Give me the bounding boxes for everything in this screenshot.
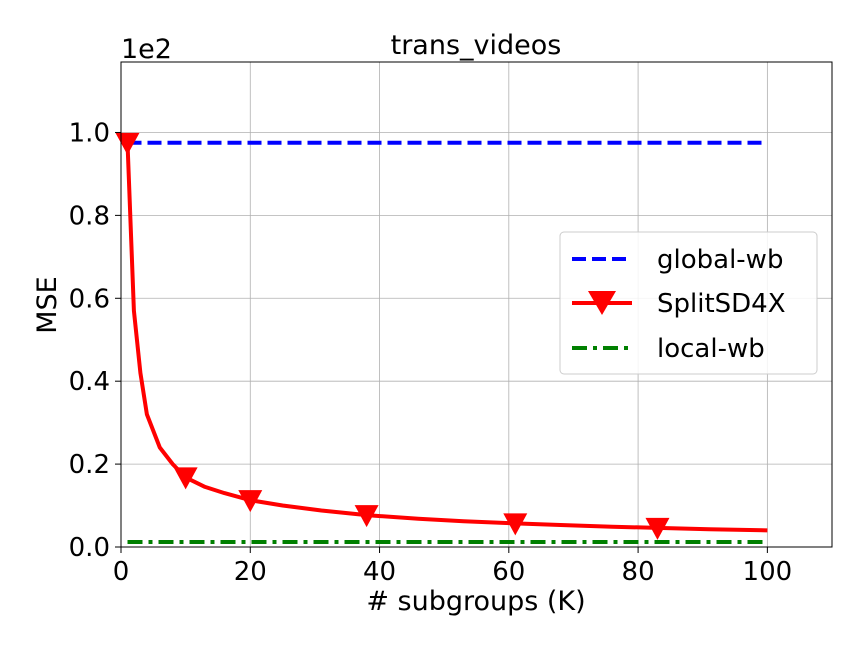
legend: global-wb SplitSD4X local-wb (559, 231, 818, 375)
y-tick-label: 0.2 (69, 450, 110, 480)
y-tick-label: 0.8 (69, 201, 110, 231)
x-tick-label: 40 (363, 557, 396, 587)
series-marker-splitsd4x (238, 490, 263, 513)
series-marker-splitsd4x (503, 513, 528, 536)
y-tick-label: 0.6 (69, 284, 110, 314)
series-layer (115, 132, 768, 544)
y-offset-text: 1e2 (121, 34, 172, 65)
series-marker-splitsd4x (173, 467, 198, 490)
chart-title: trans_videos (391, 30, 562, 61)
x-axis-ticks: 0 20 40 60 80 100 (113, 547, 792, 587)
legend-box (559, 231, 818, 375)
y-axis-ticks: 0.0 0.2 0.4 0.6 0.8 1.0 (69, 118, 121, 563)
series-marker-splitsd4x (354, 505, 379, 528)
series-line-splitsd4x (125, 142, 768, 533)
x-tick-label: 80 (622, 557, 655, 587)
legend-label-local-wb: local-wb (657, 334, 765, 364)
x-axis-label: # subgroups (K) (366, 586, 585, 617)
plot-frame (120, 61, 833, 548)
x-tick-label: 20 (234, 557, 267, 587)
x-tick-label: 100 (743, 557, 793, 587)
y-tick-label: 0.0 (69, 533, 110, 563)
x-tick-label: 0 (113, 557, 130, 587)
y-axis-label: MSE (32, 276, 63, 334)
legend-label-splitsd4x: SplitSD4X (657, 289, 786, 319)
legend-label-global-wb: global-wb (657, 245, 783, 275)
y-tick-label: 0.4 (69, 367, 110, 397)
x-tick-label: 60 (492, 557, 525, 587)
series-marker-splitsd4x (645, 517, 670, 540)
y-tick-label: 1.0 (69, 118, 110, 148)
legend-marker-splitsd4x (588, 291, 616, 315)
